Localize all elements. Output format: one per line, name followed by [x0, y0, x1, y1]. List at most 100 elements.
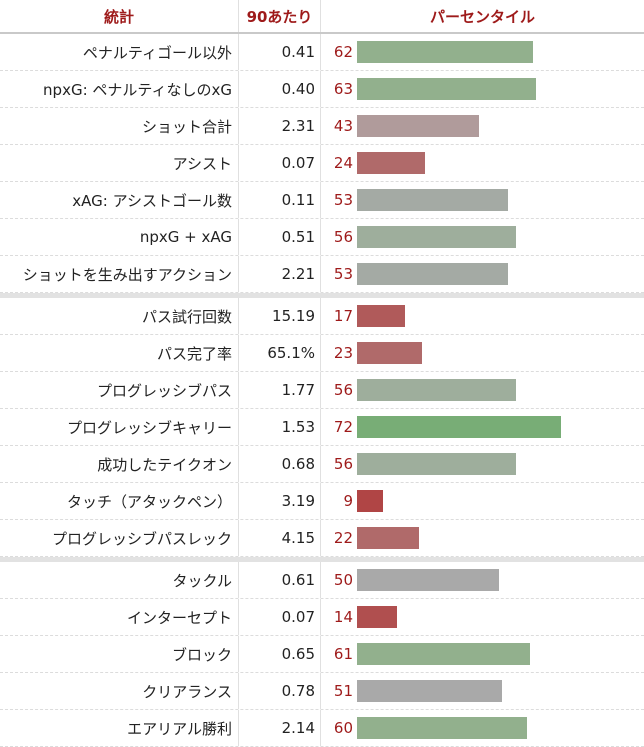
percentile-bar [357, 569, 499, 591]
per90-value: 3.19 [239, 483, 321, 519]
percentile-value: 61 [333, 645, 353, 663]
table-row: ペナルティゴール以外 0.41 62 [0, 34, 644, 71]
stat-label: ショット合計 [0, 108, 239, 144]
percentile-bar [357, 606, 397, 628]
stat-label: エアリアル勝利 [0, 710, 239, 746]
group-separator [0, 293, 644, 298]
table-row: xAG: アシストゴール数 0.11 53 [0, 182, 644, 219]
table-row: タックル 0.61 50 [0, 562, 644, 599]
percentile-bar [357, 490, 383, 512]
percentile-bar [357, 226, 517, 248]
percentile-bar [357, 263, 508, 285]
per90-value: 0.11 [239, 182, 321, 218]
percentile-cell: 24 [321, 145, 644, 181]
percentile-value: 22 [333, 529, 353, 547]
percentile-value: 63 [333, 80, 353, 98]
stat-label: パス試行回数 [0, 298, 239, 334]
percentile-cell: 63 [321, 71, 644, 107]
per90-value: 0.40 [239, 71, 321, 107]
percentile-bar-track [357, 226, 644, 248]
stat-label: プログレッシブキャリー [0, 409, 239, 445]
per90-value: 0.68 [239, 446, 321, 482]
percentile-bar [357, 643, 531, 665]
per90-value: 0.61 [239, 562, 321, 598]
stat-label: npxG + xAG [0, 219, 239, 255]
percentile-bar [357, 189, 508, 211]
percentile-bar-track [357, 490, 644, 512]
percentile-bar [357, 115, 480, 137]
percentile-bar-track [357, 379, 644, 401]
per90-value: 1.53 [239, 409, 321, 445]
percentile-bar-track [357, 680, 644, 702]
percentile-bar-track [357, 342, 644, 364]
percentile-value: 14 [333, 608, 353, 626]
percentile-cell: 9 [321, 483, 644, 519]
stat-label: タックル [0, 562, 239, 598]
percentile-cell: 56 [321, 372, 644, 408]
percentile-bar-track [357, 263, 644, 285]
percentile-cell: 51 [321, 673, 644, 709]
percentile-bar-track [357, 453, 644, 475]
stat-label: npxG: ペナルティなしのxG [0, 71, 239, 107]
percentile-value: 50 [333, 571, 353, 589]
percentile-bar-track [357, 115, 644, 137]
group-separator [0, 557, 644, 562]
table-row: ショット合計 2.31 43 [0, 108, 644, 145]
percentile-bar-track [357, 189, 644, 211]
stat-label: プログレッシブパスレック [0, 520, 239, 556]
table-row: ショットを生み出すアクション 2.21 53 [0, 256, 644, 293]
per90-value: 2.14 [239, 710, 321, 746]
header-percentile[interactable]: パーセンタイル [429, 7, 535, 26]
stat-label: クリアランス [0, 673, 239, 709]
table-row: エアリアル勝利 2.14 60 [0, 710, 644, 747]
percentile-value: 23 [333, 344, 353, 362]
percentile-bar [357, 527, 420, 549]
percentile-bar-track [357, 305, 644, 327]
stat-label: 成功したテイクオン [0, 446, 239, 482]
table-row: インターセプト 0.07 14 [0, 599, 644, 636]
percentile-value: 56 [333, 381, 353, 399]
percentile-bar-track [357, 717, 644, 739]
table-row: クリアランス 0.78 51 [0, 673, 644, 710]
per90-value: 0.78 [239, 673, 321, 709]
percentile-cell: 14 [321, 599, 644, 635]
percentile-cell: 22 [321, 520, 644, 556]
percentile-bar-track [357, 527, 644, 549]
percentile-value: 56 [333, 455, 353, 473]
header-per90[interactable]: 90あたり [239, 0, 321, 32]
percentile-value: 53 [333, 265, 353, 283]
percentile-bar [357, 152, 426, 174]
per90-value: 0.41 [239, 34, 321, 70]
percentile-cell: 62 [321, 34, 644, 70]
stat-label: アシスト [0, 145, 239, 181]
percentile-value: 62 [333, 43, 353, 61]
table-row: アシスト 0.07 24 [0, 145, 644, 182]
table-row: パス完了率 65.1% 23 [0, 335, 644, 372]
stat-label: パス完了率 [0, 335, 239, 371]
per90-value: 1.77 [239, 372, 321, 408]
percentile-cell: 61 [321, 636, 644, 672]
percentile-bar [357, 41, 534, 63]
percentile-bar [357, 78, 536, 100]
table-row: 成功したテイクオン 0.68 56 [0, 446, 644, 483]
header-stat[interactable]: 統計 [0, 0, 239, 32]
stat-label: タッチ（アタックペン） [0, 483, 239, 519]
percentile-bar [357, 416, 562, 438]
percentile-cell: 50 [321, 562, 644, 598]
percentile-value: 17 [333, 307, 353, 325]
percentile-bar-track [357, 41, 644, 63]
percentile-cell: 53 [321, 182, 644, 218]
percentile-bar-track [357, 643, 644, 665]
percentile-cell: 56 [321, 446, 644, 482]
table-header: 統計 90あたり パーセンタイル [0, 0, 644, 34]
percentile-bar-track [357, 78, 644, 100]
percentile-cell: 56 [321, 219, 644, 255]
per90-value: 0.51 [239, 219, 321, 255]
stat-label: ショットを生み出すアクション [0, 256, 239, 292]
percentile-cell: 43 [321, 108, 644, 144]
stat-label: インターセプト [0, 599, 239, 635]
percentile-bar-track [357, 416, 644, 438]
per90-value: 65.1% [239, 335, 321, 371]
percentile-bar [357, 305, 406, 327]
